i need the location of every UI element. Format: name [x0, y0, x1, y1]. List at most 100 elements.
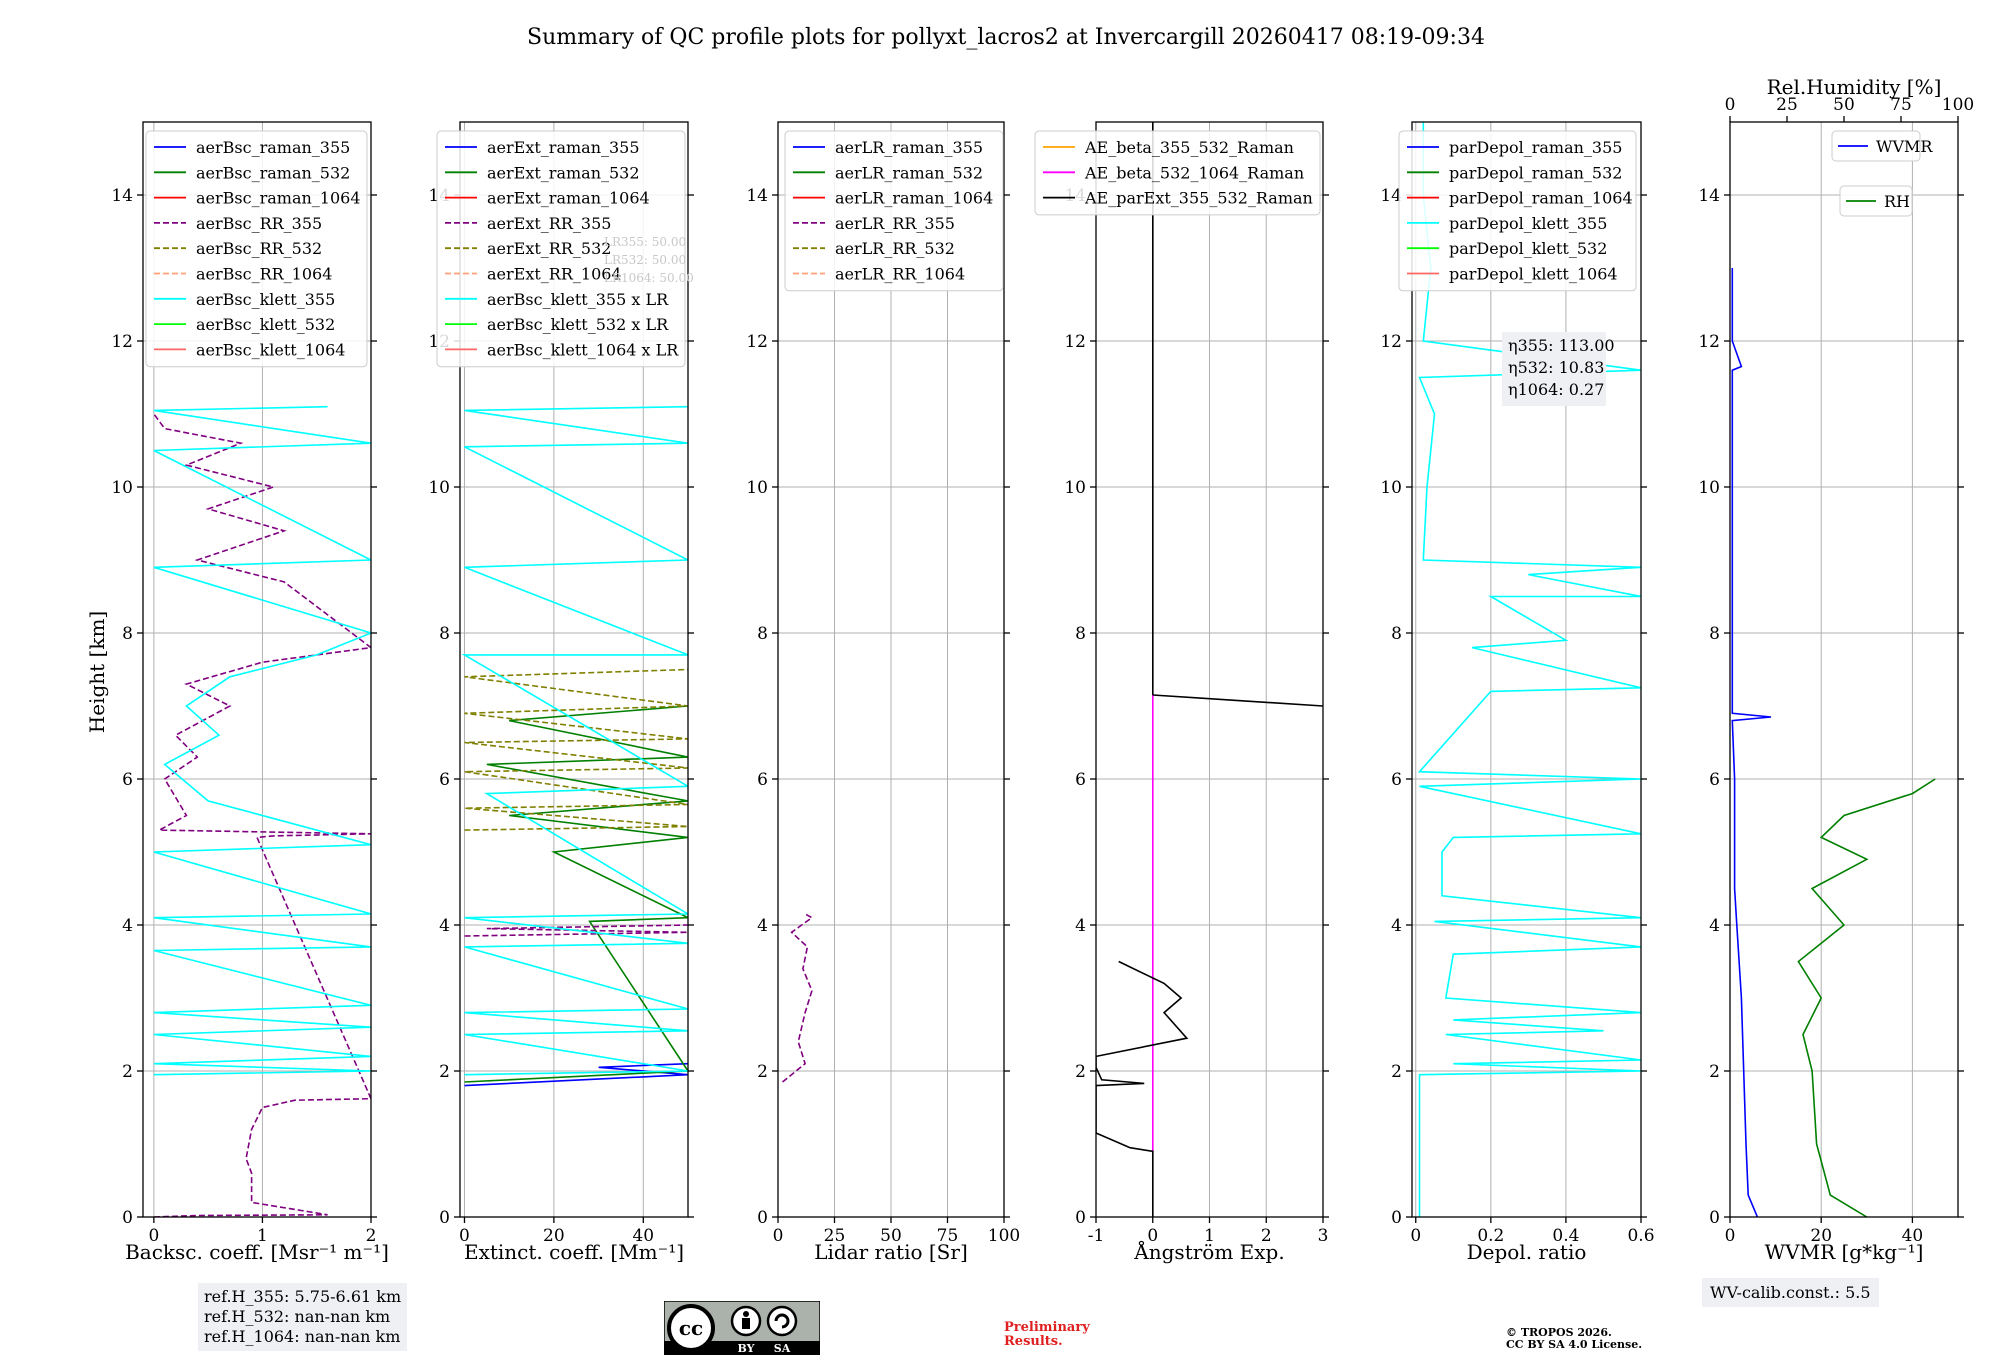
y-tick-label: 4 [1709, 916, 1720, 936]
panels: 0 1 2 0 2 4 6 8 10 12 14 Backsc. coeff. [Msr⁻¹ m⁻¹]… [85, 75, 1974, 1264]
top-tick-label: 25 [1776, 95, 1798, 115]
x-tick-label: -1 [1088, 1226, 1105, 1246]
legend-label: parDepol_klett_1064 [1449, 265, 1618, 284]
x-tick-label: 0.4 [1552, 1226, 1579, 1246]
x-tick-label: 25 [824, 1226, 846, 1246]
x-tick-label: 40 [1902, 1226, 1924, 1246]
y-tick-label: 14 [111, 186, 133, 206]
y-tick-label: 8 [1709, 624, 1720, 644]
series-aerBsc_klett_355 x LR [461, 405, 688, 1076]
y-tick-label: 6 [757, 770, 768, 790]
legend-label: aerBsc_klett_1064 x LR [487, 340, 679, 359]
x-axis-label: WVMR [g*kg⁻¹] [1765, 1240, 1924, 1264]
lidar-ratio-value: LR532: 50.00 [604, 253, 686, 267]
legend-label: parDepol_raman_532 [1449, 163, 1622, 182]
y-tick-label: 4 [757, 916, 768, 936]
cc-by-sa-badge: cc BY SA [664, 1301, 820, 1355]
x-tick-label: 0 [1147, 1226, 1158, 1246]
y-tick-label: 8 [122, 624, 133, 644]
series-group [781, 913, 814, 1083]
top-axis-label: Rel.Humidity [%] [1767, 75, 1942, 99]
x-tick-label: 0.6 [1627, 1226, 1654, 1246]
by-label: BY [738, 1342, 755, 1355]
y-tick-label: 6 [439, 770, 450, 790]
preliminary-note: Preliminary Results. [1004, 1321, 1090, 1349]
series-parDepol_klett_355 [1417, 122, 1641, 1217]
legend-box [784, 130, 1004, 292]
legend-label: AE_beta_355_532_Raman [1084, 138, 1294, 157]
y-tick-label: 14 [746, 186, 768, 206]
eta-value: η355: 113.00 [1508, 336, 1615, 355]
x-tick-label: 2 [366, 1226, 377, 1246]
preliminary-line-1: Preliminary [1004, 1320, 1090, 1335]
y-tick-label: 10 [1380, 478, 1402, 498]
legend-label: parDepol_raman_1064 [1449, 189, 1633, 208]
legend-label: aerLR_RR_532 [835, 239, 955, 258]
y-tick-label: 8 [439, 624, 450, 644]
panel-lr: 0 25 50 75 100 0 2 4 6 8 10 12 14 Lidar ratio [Sr] aer… [746, 121, 1020, 1264]
sa-label: SA [774, 1342, 791, 1355]
y-tick-label: 0 [1075, 1208, 1086, 1228]
panel-ae: -1012302468101214Ångström Exp.AE_beta_35… [1034, 121, 1329, 1264]
cc-logo-text: cc [679, 1316, 703, 1340]
y-tick-label: 2 [122, 1062, 133, 1082]
wv-calib-box: WV-calib.const.: 5.5 [1702, 1278, 1879, 1307]
x-tick-label: 0 [148, 1226, 159, 1246]
reference-height-box: ref.H_355: 5.75-6.61 km ref.H_532: nan-n… [198, 1283, 408, 1351]
lidar-ratio-value: LR1064: 50.00 [604, 271, 694, 285]
y-tick-label: 2 [1391, 1062, 1402, 1082]
x-axis-label: Backsc. coeff. [Msr⁻¹ m⁻¹] [125, 1240, 389, 1264]
x-tick-label: 2 [1261, 1226, 1272, 1246]
x-axis-label: Extinct. coeff. [Mm⁻¹] [464, 1240, 684, 1264]
y-tick-label: 4 [1075, 916, 1086, 936]
series-aerBsc_klett_355 [153, 405, 371, 1076]
series-AE_parExt_355_532_Raman_upper [1152, 694, 1323, 707]
legend-box [1398, 130, 1637, 292]
legend-label: aerExt_raman_355 [487, 138, 640, 157]
y-tick-label: 12 [1698, 332, 1720, 352]
ref-height-1064: ref.H_1064: nan-nan km [204, 1327, 401, 1346]
y-tick-label: 12 [1380, 332, 1402, 352]
legend-label: aerBsc_raman_1064 [196, 189, 361, 208]
x-tick-label: 20 [1810, 1226, 1832, 1246]
y-tick-label: 12 [1064, 332, 1086, 352]
series-group [153, 405, 371, 1217]
axes-frame [1729, 121, 1959, 1218]
legend-label: AE_beta_532_1064_Raman [1084, 163, 1304, 182]
lidar-ratio-value: LR355: 50.00 [604, 235, 686, 249]
copyright-note: © TROPOS 2026. CC BY SA 4.0 License. [1506, 1327, 1642, 1351]
legend-label: aerBsc_klett_355 [196, 290, 335, 309]
legend-label: aerExt_RR_532 [487, 239, 611, 258]
legend-box [436, 130, 686, 368]
y-tick-label: 8 [1075, 624, 1086, 644]
figure-title: Summary of QC profile plots for pollyxt_… [527, 25, 1485, 50]
legend-label: aerLR_RR_1064 [835, 265, 965, 284]
legend-label: aerBsc_klett_532 x LR [487, 315, 669, 334]
y-tick-label: 6 [1075, 770, 1086, 790]
legend-label: aerLR_raman_532 [835, 163, 983, 182]
series-group [1417, 122, 1641, 1217]
x-tick-label: 0 [1725, 1226, 1736, 1246]
y-tick-label: 6 [122, 770, 133, 790]
legend-box [145, 130, 368, 368]
y-tick-label: 12 [746, 332, 768, 352]
panel-ext: 0204002468101214Extinct. coeff. [Mm⁻¹]ae… [428, 121, 694, 1264]
series-group [1731, 268, 1936, 1217]
series-AE_parExt_355_532_Raman [1096, 960, 1189, 1217]
axes-frame [1411, 121, 1642, 1218]
legend-label: aerExt_RR_355 [487, 214, 611, 233]
y-tick-label: 0 [439, 1208, 450, 1228]
y-tick-label: 12 [111, 332, 133, 352]
y-tick-label: 2 [439, 1062, 450, 1082]
y-tick-label: 8 [1391, 624, 1402, 644]
y-tick-label: 4 [439, 916, 450, 936]
y-tick-label: 0 [1709, 1208, 1720, 1228]
x-tick-label: 0 [773, 1226, 784, 1246]
x-tick-label: 0 [1410, 1226, 1421, 1246]
x-tick-label: 20 [543, 1226, 565, 1246]
top-tick-label: 0 [1725, 95, 1736, 115]
share-alike-icon [766, 1305, 798, 1337]
top-tick-label: 100 [1942, 95, 1974, 115]
